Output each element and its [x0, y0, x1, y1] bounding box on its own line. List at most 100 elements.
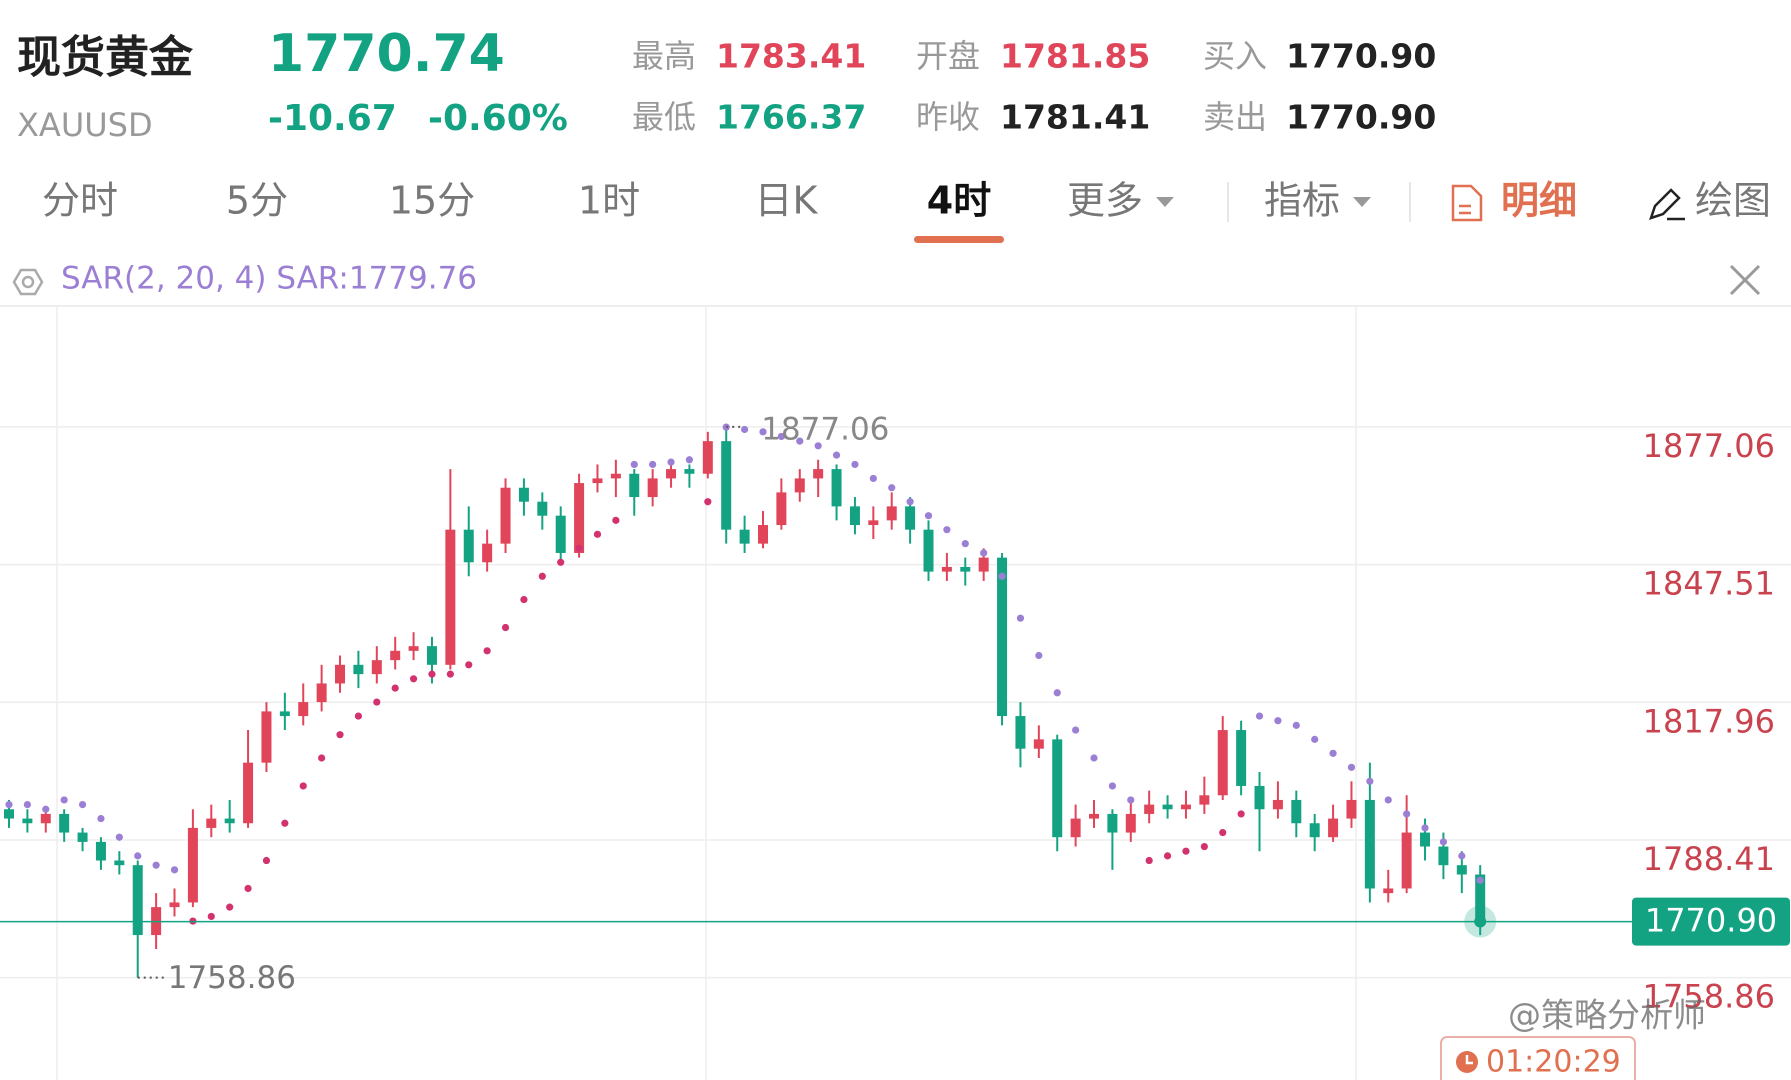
close-indicator[interactable]: [1729, 264, 1761, 296]
sar-dot: [1108, 782, 1116, 790]
sar-dot: [1274, 717, 1282, 725]
candle-body: [463, 529, 474, 563]
tab[interactable]: 更多: [1067, 179, 1143, 223]
tab[interactable]: 5分: [226, 179, 288, 223]
candle-body: [4, 809, 14, 819]
candle-body: [408, 646, 419, 651]
sar-dot: [465, 661, 473, 669]
candle-body: [390, 650, 401, 661]
settings-icon[interactable]: [12, 268, 44, 296]
sar-dot: [759, 428, 767, 436]
candle-body: [1291, 799, 1302, 824]
y-tick-label: 1788.41: [1643, 840, 1775, 878]
sar-dot: [1476, 876, 1484, 884]
low-label: 1758.86: [168, 960, 296, 996]
candle-body: [353, 664, 364, 675]
active-tab-indicator: [914, 236, 1004, 243]
tab[interactable]: 明细: [1501, 179, 1577, 223]
sar-dot: [777, 432, 785, 441]
sar-dot: [1090, 754, 1098, 762]
sar-dot: [1163, 852, 1172, 860]
last-price-dot: [1474, 915, 1487, 928]
candle-body: [279, 711, 290, 717]
candle-body: [721, 441, 732, 530]
candle-body: [77, 832, 88, 842]
candle-body: [1254, 785, 1265, 810]
sar-dot: [1182, 847, 1190, 855]
candle-body: [537, 501, 548, 516]
tab[interactable]: 日K: [755, 179, 819, 223]
y-tick-label: 1758.86: [1643, 978, 1775, 1016]
tab[interactable]: 4时: [927, 179, 991, 223]
candle-body: [1475, 874, 1486, 922]
candle-body: [1383, 888, 1394, 894]
watermark: @策略分析师: [1508, 996, 1706, 1035]
stat-label: 开盘: [916, 37, 980, 75]
sar-dot: [483, 647, 491, 655]
candle-body: [1089, 813, 1100, 819]
candle-body: [206, 818, 217, 828]
sar-dot: [1439, 838, 1448, 846]
candle-body: [868, 520, 879, 526]
sar-dot: [354, 712, 363, 720]
sar-dot: [428, 670, 436, 678]
high-label: 1877.06: [761, 411, 889, 447]
candle-body: [243, 762, 254, 824]
stat-value: 1781.85: [1000, 37, 1150, 76]
tab[interactable]: 15分: [389, 179, 475, 223]
sar-dot: [409, 675, 418, 683]
stat-label: 最高: [632, 37, 696, 75]
sar-dot: [501, 623, 510, 632]
candle-body: [941, 566, 952, 572]
tab[interactable]: 分时: [42, 179, 118, 223]
candle-body: [849, 506, 860, 526]
sar-dot: [593, 530, 602, 538]
sar-dot: [318, 754, 326, 762]
candle-body: [1456, 865, 1467, 875]
candle-body: [997, 557, 1008, 717]
candle-body: [1217, 730, 1228, 796]
sar-dot: [42, 805, 50, 813]
stat-value: 1783.41: [716, 37, 866, 76]
candle-body: [1107, 813, 1118, 833]
sar-dot: [1329, 749, 1337, 757]
candle-body: [132, 865, 143, 936]
sar-dot: [1200, 842, 1208, 851]
sar-dot: [869, 474, 877, 483]
candle-body: [445, 529, 456, 665]
sar-dot: [1145, 856, 1153, 865]
tab[interactable]: 1时: [578, 179, 640, 223]
sar-dot: [575, 544, 583, 552]
sar-dot: [998, 572, 1006, 580]
tab[interactable]: 绘图: [1695, 179, 1771, 223]
candle-body: [500, 487, 511, 544]
sar-dot: [814, 442, 822, 450]
candle-body: [1015, 716, 1026, 749]
sar-dot: [207, 912, 215, 921]
sar-dot: [1403, 810, 1411, 818]
candle-body: [426, 646, 437, 665]
candle-body: [169, 902, 180, 908]
candle-body: [1328, 818, 1339, 838]
candle-body: [1346, 799, 1357, 819]
stat-value: 1770.90: [1286, 98, 1436, 137]
candle-body: [335, 664, 346, 684]
instrument-name: 现货黄金: [17, 32, 194, 83]
candle-body: [757, 525, 768, 544]
clock-hand: [1465, 1055, 1473, 1065]
draw-icon: [1649, 188, 1685, 221]
candle-body: [114, 860, 125, 866]
candle-body: [1070, 818, 1081, 838]
tab[interactable]: 指标: [1264, 179, 1340, 223]
candle-body: [1125, 813, 1136, 833]
sar-dot: [152, 861, 160, 869]
stat-label: 买入: [1203, 37, 1267, 75]
candle-body: [224, 818, 235, 824]
stat-label: 最低: [632, 98, 696, 136]
candle-body: [647, 478, 658, 498]
candle-body: [1052, 739, 1063, 838]
sar-dot: [244, 884, 252, 893]
candle-body: [555, 515, 566, 553]
sar-dot: [226, 903, 234, 911]
